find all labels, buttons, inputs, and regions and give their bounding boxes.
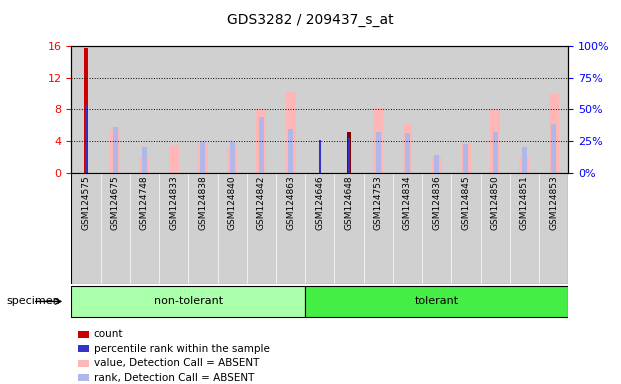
Bar [432, 157, 442, 173]
Text: count: count [94, 329, 124, 339]
Text: percentile rank within the sample: percentile rank within the sample [94, 344, 270, 354]
Text: GSM124840: GSM124840 [228, 175, 237, 230]
Bar [113, 127, 118, 173]
Bar [463, 144, 468, 173]
Text: GSM124842: GSM124842 [257, 175, 266, 230]
Bar [510, 173, 539, 284]
Text: rank, Detection Call = ABSENT: rank, Detection Call = ABSENT [94, 373, 254, 383]
Bar [305, 46, 335, 173]
Bar [519, 157, 529, 173]
Text: GSM124753: GSM124753 [374, 175, 383, 230]
Text: GSM124863: GSM124863 [286, 175, 295, 230]
Text: GSM124646: GSM124646 [315, 175, 324, 230]
Bar [188, 46, 217, 173]
Bar [539, 173, 568, 284]
Bar [461, 143, 471, 173]
Bar [481, 173, 510, 284]
Bar [405, 133, 410, 173]
Bar [71, 286, 305, 317]
Text: GSM124850: GSM124850 [491, 175, 500, 230]
Bar [169, 145, 179, 173]
Text: GSM124575: GSM124575 [81, 175, 91, 230]
Bar [373, 108, 383, 173]
Bar [71, 173, 101, 284]
Bar [490, 109, 500, 173]
Text: GSM124838: GSM124838 [199, 175, 207, 230]
Bar [188, 173, 217, 284]
Bar [276, 173, 305, 284]
Bar [335, 173, 364, 284]
Bar [376, 132, 381, 173]
Text: GSM124834: GSM124834 [403, 175, 412, 230]
Bar [288, 129, 293, 173]
Bar [347, 132, 351, 173]
Bar [492, 132, 497, 173]
Bar [551, 124, 556, 173]
Bar [451, 173, 481, 284]
Bar [259, 118, 264, 173]
Bar [422, 46, 451, 173]
Bar [422, 173, 451, 284]
Bar [286, 92, 296, 173]
Bar [481, 46, 510, 173]
Bar [539, 46, 568, 173]
Text: non-tolerant: non-tolerant [154, 296, 223, 306]
Bar [256, 109, 266, 173]
Text: GSM124853: GSM124853 [549, 175, 558, 230]
Bar [101, 46, 130, 173]
Text: GSM124748: GSM124748 [140, 175, 149, 230]
Bar [364, 173, 393, 284]
Text: GSM124851: GSM124851 [520, 175, 529, 230]
Bar [393, 46, 422, 173]
Bar [101, 173, 130, 284]
Text: GSM124845: GSM124845 [461, 175, 471, 230]
Bar [71, 46, 101, 173]
Bar [140, 157, 150, 173]
Bar [247, 173, 276, 284]
Bar [276, 46, 305, 173]
Bar [510, 46, 539, 173]
Bar [364, 46, 393, 173]
Bar [130, 46, 159, 173]
Bar [201, 141, 206, 173]
Text: GDS3282 / 209437_s_at: GDS3282 / 209437_s_at [227, 13, 394, 27]
Bar [230, 142, 235, 173]
Text: GSM124648: GSM124648 [345, 175, 353, 230]
Bar [247, 46, 276, 173]
Bar [159, 173, 188, 284]
Bar [130, 173, 159, 284]
Text: tolerant: tolerant [415, 296, 459, 306]
Bar [142, 147, 147, 173]
Bar [319, 139, 320, 173]
Bar [227, 147, 237, 173]
Bar [217, 46, 247, 173]
Bar [84, 48, 88, 173]
Bar [159, 46, 188, 173]
Bar [451, 46, 481, 173]
Bar [335, 46, 364, 173]
Text: GSM124675: GSM124675 [111, 175, 120, 230]
Bar [548, 94, 558, 173]
Bar [305, 173, 335, 284]
Bar [217, 173, 247, 284]
Bar [348, 138, 350, 173]
Bar [393, 173, 422, 284]
Bar [434, 156, 439, 173]
Bar [111, 129, 120, 173]
Bar [85, 106, 87, 173]
Bar [305, 286, 568, 317]
Text: value, Detection Call = ABSENT: value, Detection Call = ABSENT [94, 358, 259, 368]
Bar [402, 124, 412, 173]
Bar [522, 147, 527, 173]
Text: specimen: specimen [6, 296, 60, 306]
Text: GSM124833: GSM124833 [169, 175, 178, 230]
Text: GSM124836: GSM124836 [432, 175, 441, 230]
Bar [198, 143, 208, 173]
